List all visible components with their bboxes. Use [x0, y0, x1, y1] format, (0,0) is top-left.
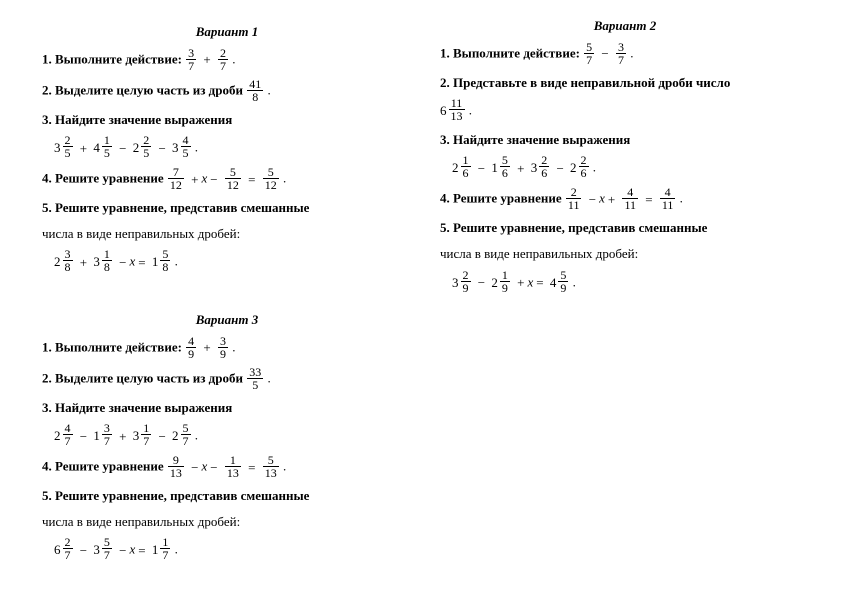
v3-task-5a: 5. Решите уравнение, представив смешанны…: [42, 486, 412, 506]
variant-3-title: Вариант 3: [42, 312, 412, 328]
task-text: 1. Выполните действие:: [42, 51, 182, 66]
v2-task-4: 4. Решите уравнение 211 −x+ 411 = 411 .: [440, 187, 810, 212]
task-text: 1. Выполните действие:: [42, 339, 182, 354]
mixed-number: 459: [550, 270, 570, 295]
v3-task-2: 2. Выделите целую часть из дроби 335 .: [42, 367, 412, 392]
v3-task-3-expr: 247 − 137 + 317 − 257 .: [42, 424, 412, 449]
mixed-number: 345: [172, 135, 192, 160]
fraction: 49: [186, 335, 196, 360]
v1-task-2: 2. Выделите целую часть из дроби 418 .: [42, 79, 412, 104]
variant-1-column: Вариант 1 1. Выполните действие: 37 + 27…: [42, 24, 412, 281]
mixed-number: 329: [452, 270, 472, 295]
fraction: 39: [218, 335, 228, 360]
mixed-number: 257: [172, 423, 192, 448]
fraction: 57: [584, 41, 594, 66]
operator: +: [200, 50, 213, 70]
mixed-number: 317: [133, 423, 153, 448]
mixed-number: 415: [93, 135, 113, 160]
task-text: 5. Решите уравнение, представив смешанны…: [42, 488, 309, 503]
v2-task-2: 2. Представьте в виде неправильной дроби…: [440, 73, 810, 93]
v3-task-3: 3. Найдите значение выражения: [42, 398, 412, 418]
v3-task-5b: числа в виде неправильных дробей:: [42, 512, 412, 532]
fraction: 913: [168, 454, 184, 479]
fraction: 512: [263, 166, 279, 191]
mixed-number: 216: [452, 155, 472, 180]
fraction: 411: [622, 186, 638, 211]
mixed-number: 326: [531, 155, 551, 180]
mixed-number: 225: [133, 135, 153, 160]
v1-task-5a: 5. Решите уравнение, представив смешанны…: [42, 198, 412, 218]
v1-task-3: 3. Найдите значение выражения: [42, 110, 412, 130]
task-text: 5. Решите уравнение, представив смешанны…: [440, 220, 707, 235]
v3-task-1: 1. Выполните действие: 49 + 39 .: [42, 336, 412, 361]
v1-task-5b: числа в виде неправильных дробей:: [42, 224, 412, 244]
task-text: 4. Решите уравнение: [42, 459, 164, 474]
fraction: 513: [263, 454, 279, 479]
task-text: 2. Представьте в виде неправильной дроби…: [440, 75, 730, 90]
fraction: 27: [218, 47, 228, 72]
mixed-number: 61113: [440, 98, 466, 123]
task-text: 4. Решите уравнение: [440, 191, 562, 206]
fraction: 411: [660, 186, 676, 211]
fraction: 37: [616, 41, 626, 66]
mixed-number: 219: [491, 270, 511, 295]
v2-task-3-expr: 216 − 156 + 326 − 226 .: [440, 156, 810, 181]
fraction: 211: [566, 186, 582, 211]
v2-task-5b: числа в виде неправильных дробей:: [440, 244, 810, 264]
mixed-number: 247: [54, 423, 74, 448]
v2-task-5-expr: 329 − 219 +x= 459 .: [440, 271, 810, 296]
task-text: 2. Выделите целую часть из дроби: [42, 82, 243, 97]
v1-task-5-expr: 238 + 318 −x= 158 .: [42, 250, 412, 275]
v2-task-5a: 5. Решите уравнение, представив смешанны…: [440, 218, 810, 238]
task-text: 2. Выделите целую часть из дроби: [42, 370, 243, 385]
mixed-number: 627: [54, 537, 74, 562]
fraction: 37: [186, 47, 196, 72]
fraction: 113: [225, 454, 241, 479]
mixed-number: 325: [54, 135, 74, 160]
v2-task-1: 1. Выполните действие: 57 − 37 .: [440, 42, 810, 67]
variant-2-column: Вариант 2 1. Выполните действие: 57 − 37…: [440, 18, 810, 302]
variant-2-title: Вариант 2: [440, 18, 810, 34]
v1-task-1: 1. Выполните действие: 37 + 27 .: [42, 48, 412, 73]
variant-3-column: Вариант 3 1. Выполните действие: 49 + 39…: [42, 312, 412, 569]
operator: −: [598, 44, 611, 64]
mixed-number: 158: [152, 249, 172, 274]
mixed-number: 156: [491, 155, 511, 180]
v3-task-5-expr: 627 − 357 −x= 117 .: [42, 538, 412, 563]
v1-task-4: 4. Решите уравнение 712 +x− 512 = 512 .: [42, 167, 412, 192]
task-text: 5. Решите уравнение, представив смешанны…: [42, 200, 309, 215]
task-text: 4. Решите уравнение: [42, 171, 164, 186]
fraction: 712: [168, 166, 184, 191]
variant-1-title: Вариант 1: [42, 24, 412, 40]
operator: +: [200, 338, 213, 358]
mixed-number: 226: [570, 155, 590, 180]
task-text: 3. Найдите значение выражения: [440, 132, 630, 147]
task-text: 1. Выполните действие:: [440, 45, 580, 60]
mixed-number: 117: [152, 537, 172, 562]
task-text: 3. Найдите значение выражения: [42, 400, 232, 415]
v3-task-4: 4. Решите уравнение 913 −x− 113 = 513 .: [42, 455, 412, 480]
mixed-number: 238: [54, 249, 74, 274]
mixed-number: 318: [93, 249, 113, 274]
mixed-number: 357: [93, 537, 113, 562]
fraction: 512: [225, 166, 241, 191]
task-text: 3. Найдите значение выражения: [42, 112, 232, 127]
v1-task-3-expr: 325 + 415 − 225 − 345 .: [42, 136, 412, 161]
mixed-number: 137: [93, 423, 113, 448]
v2-task-3: 3. Найдите значение выражения: [440, 130, 810, 150]
fraction: 335: [247, 366, 263, 391]
v2-task-2-expr: 61113 .: [440, 99, 810, 124]
fraction: 418: [247, 78, 263, 103]
